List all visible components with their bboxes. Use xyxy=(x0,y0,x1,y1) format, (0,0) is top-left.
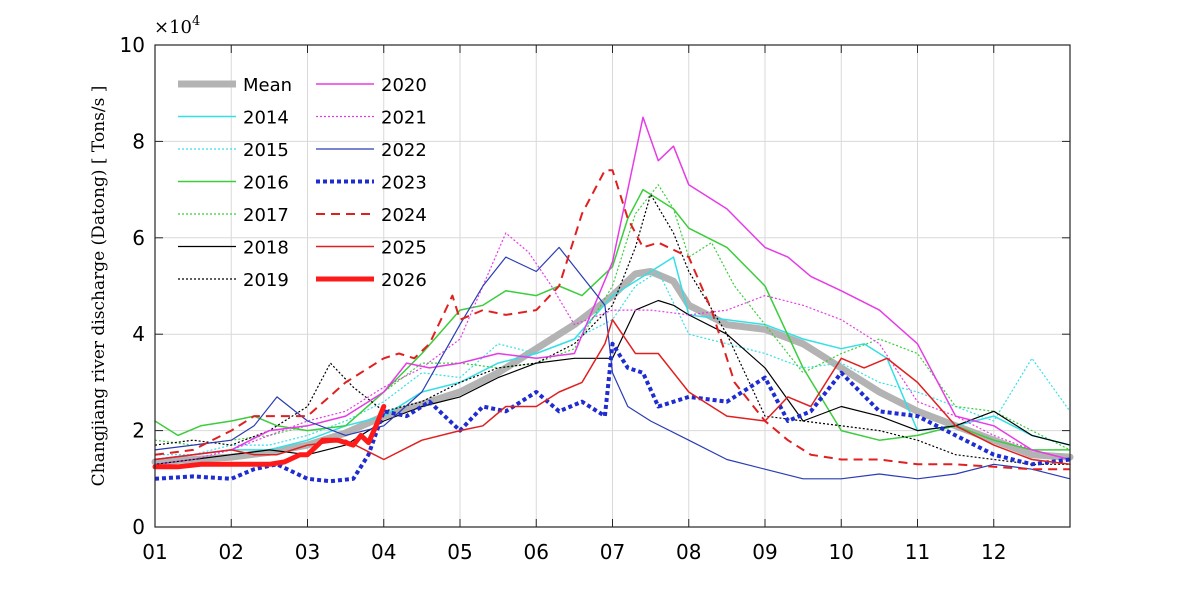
series-line-2020 xyxy=(154,116,1071,461)
y-multiplier-label: ×104 xyxy=(154,14,200,38)
y-multiplier-exponent: 4 xyxy=(192,14,200,29)
y-axis-label: Changjiang river discharge (Datong) [ To… xyxy=(89,86,109,487)
x-tick-label: 01 xyxy=(142,540,167,564)
legend-label-2026: 2026 xyxy=(381,270,427,291)
series-line-2025 xyxy=(154,318,1071,466)
x-tick-label: 07 xyxy=(600,540,625,564)
legend-label-2023: 2023 xyxy=(381,173,427,194)
x-tick-label: 10 xyxy=(829,540,854,564)
series-line-2023 xyxy=(154,341,1071,484)
x-tick-label: 04 xyxy=(371,540,396,564)
y-tick-label: 2 xyxy=(132,419,145,443)
legend-label-2024: 2024 xyxy=(381,205,427,226)
legend: Mean 2014 2015 2016 2017 2018 2019 2020 2021 2022… xyxy=(178,75,427,291)
series-line-2019 xyxy=(154,193,1070,465)
series-line-2026 xyxy=(152,404,387,470)
series-layer xyxy=(151,116,1074,484)
x-tick-label: 12 xyxy=(981,540,1006,564)
x-tick-label: 08 xyxy=(676,540,701,564)
axis-ticks xyxy=(154,44,1070,528)
y-tick-label: 8 xyxy=(132,129,145,153)
series-line-2015 xyxy=(155,270,1071,456)
legend-label-2020: 2020 xyxy=(381,75,427,96)
x-tick-label: 11 xyxy=(905,540,930,564)
legend-label-2022: 2022 xyxy=(381,140,427,161)
x-tick-label: 05 xyxy=(447,540,472,564)
legend-label-2019: 2019 xyxy=(243,270,289,291)
legend-label-2016: 2016 xyxy=(243,173,289,194)
x-tick-label: 06 xyxy=(524,540,549,564)
x-tick-label: 09 xyxy=(752,540,777,564)
series-line-2016 xyxy=(154,188,1071,451)
legend-label-2025: 2025 xyxy=(381,238,427,259)
legend-label-2021: 2021 xyxy=(381,108,427,129)
x-tick-label: 03 xyxy=(295,540,320,564)
y-tick-label: 6 xyxy=(132,226,145,250)
legend-label-mean: Mean xyxy=(243,75,292,96)
legend-label-2014: 2014 xyxy=(243,108,289,129)
series-line-2014 xyxy=(154,256,1071,461)
y-tick-label: 0 xyxy=(132,515,145,539)
series-line-2024 xyxy=(154,169,1070,471)
legend-label-2015: 2015 xyxy=(243,140,289,161)
legend-label-2017: 2017 xyxy=(243,205,289,226)
x-tick-label: 02 xyxy=(219,540,244,564)
series-line-2021 xyxy=(154,232,1071,465)
legend-label-2018: 2018 xyxy=(243,238,289,259)
y-tick-label: 10 xyxy=(120,33,145,57)
y-tick-label: 4 xyxy=(132,322,145,346)
